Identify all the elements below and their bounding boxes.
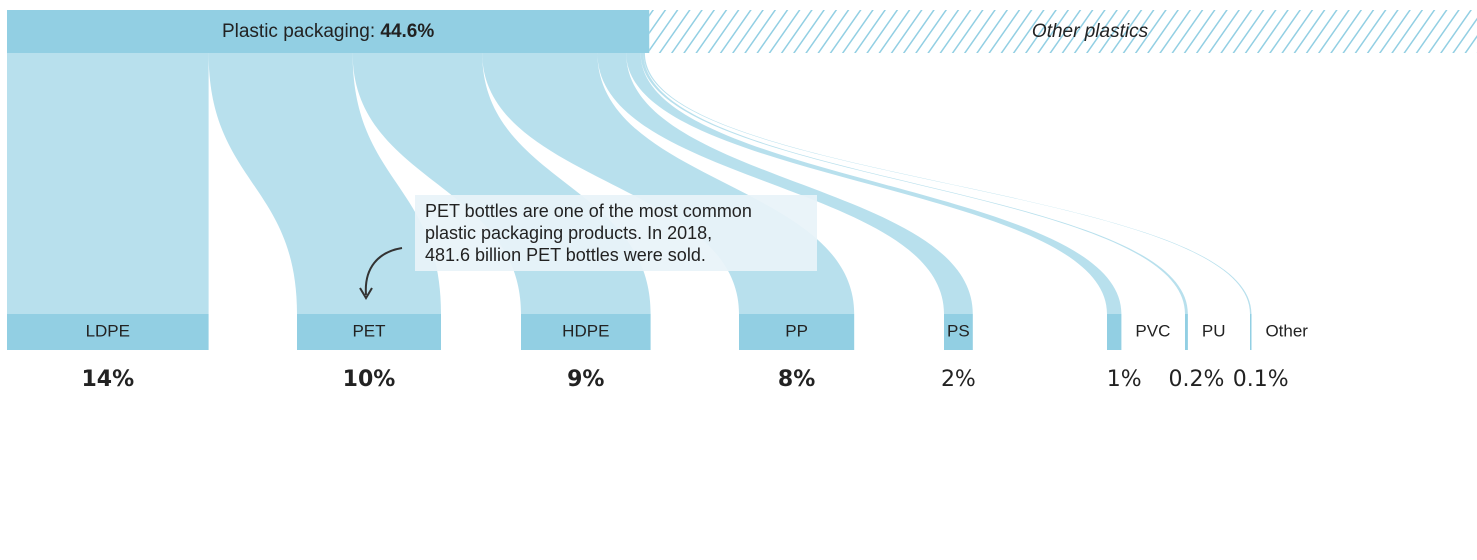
other-bar	[649, 10, 1477, 53]
annotation-arrowhead	[359, 287, 373, 300]
value-label: 10%	[343, 367, 396, 392]
annotation-box	[415, 195, 817, 271]
value-label: 8%	[778, 367, 815, 392]
value-label: 9%	[567, 367, 604, 392]
flow-band	[626, 53, 1122, 314]
bar	[521, 314, 651, 350]
annotation-line: PET bottles are one of the most common	[425, 201, 752, 221]
flows	[7, 53, 1252, 314]
category-label: HDPE	[562, 321, 609, 340]
bar	[297, 314, 441, 350]
bar	[1250, 314, 1252, 350]
flow-band	[208, 53, 441, 314]
source-bar	[7, 10, 650, 53]
value-label: 2%	[941, 367, 976, 392]
annotation-line: 481.6 billion PET bottles were sold.	[425, 245, 706, 265]
value-label: 0.2%	[1168, 367, 1224, 392]
bar	[1185, 314, 1188, 350]
category-label: PVC	[1135, 321, 1170, 340]
flow-band	[643, 53, 1252, 314]
source-value: 44.6%	[380, 21, 434, 42]
category-label: PP	[785, 321, 808, 340]
bar	[7, 314, 209, 350]
flow-band	[7, 53, 209, 314]
category-label: LDPE	[86, 321, 130, 340]
other-label: Other plastics	[1032, 21, 1149, 42]
value-label: 14%	[81, 367, 134, 392]
flow-band	[597, 53, 973, 314]
source-name: Plastic packaging:	[222, 21, 375, 42]
source-label: Plastic packaging: 44.6%	[222, 21, 434, 42]
category-label: Other	[1265, 321, 1308, 340]
category-label: PS	[947, 321, 970, 340]
value-label: 0.1%	[1233, 367, 1289, 392]
annotation-arrow	[364, 247, 403, 296]
annotation-line: plastic packaging products. In 2018,	[425, 223, 712, 243]
flow-band	[640, 53, 1188, 314]
category-label: PU	[1202, 321, 1226, 340]
value-label: 1%	[1107, 367, 1142, 392]
category-label: PET	[352, 321, 385, 340]
bar	[944, 314, 973, 350]
bar	[739, 314, 855, 350]
bar	[1107, 314, 1122, 350]
